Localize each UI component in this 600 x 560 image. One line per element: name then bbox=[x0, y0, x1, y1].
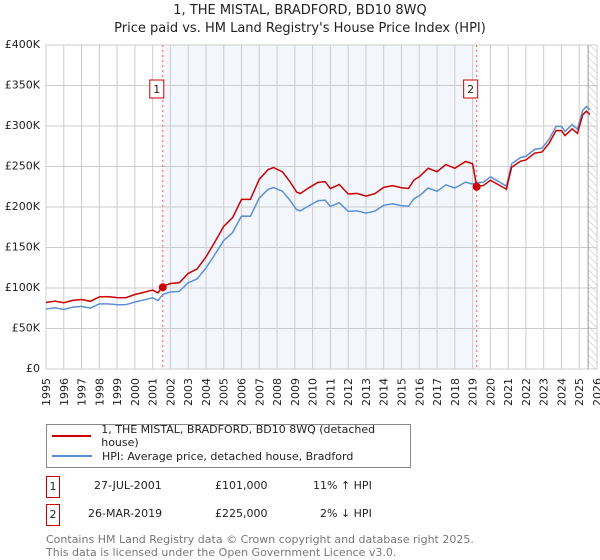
sale-point bbox=[158, 283, 167, 292]
x-tick-label: 2016 bbox=[413, 378, 426, 406]
x-tick-label: 2024 bbox=[555, 378, 568, 406]
chart-subtitle: Price paid vs. HM Land Registry's House … bbox=[114, 21, 486, 36]
x-tick-label: 1995 bbox=[40, 378, 53, 406]
x-tick-label: 2020 bbox=[484, 378, 497, 406]
y-tick-label: £250K bbox=[5, 160, 41, 173]
x-tick-label: 2012 bbox=[342, 378, 355, 406]
legend-item-property: 1, THE MISTAL, BRADFORD, BD10 8WQ (detac… bbox=[52, 423, 410, 449]
y-tick-label: £400K bbox=[5, 38, 41, 51]
sale-price: £101,000 bbox=[215, 479, 268, 492]
x-tick-label: 2007 bbox=[253, 378, 266, 406]
plot-area: 1995 1996 1997 1998 1999 2000 2001 2002 2003 2004… bbox=[5, 38, 600, 406]
y-tick-label: £50K bbox=[12, 322, 41, 335]
sale-date: 27-JUL-2001 bbox=[94, 479, 162, 492]
x-tick-label: 2011 bbox=[324, 378, 337, 406]
y-tick-label: £0 bbox=[26, 362, 40, 375]
footer-licence: This data is licensed under the Open Gov… bbox=[46, 546, 397, 559]
x-tick-label: 2008 bbox=[271, 378, 284, 406]
x-tick-label: 1999 bbox=[111, 378, 124, 406]
x-tick-label: 2023 bbox=[538, 378, 551, 406]
y-tick-label: £200K bbox=[5, 200, 41, 213]
x-tick-label: 2000 bbox=[129, 378, 142, 406]
x-tick-label: 2022 bbox=[520, 378, 533, 406]
x-tick-label: 2015 bbox=[395, 378, 408, 406]
sale-point bbox=[472, 182, 481, 191]
sale-price: £225,000 bbox=[215, 507, 268, 520]
sale-label: 2 bbox=[467, 83, 474, 96]
hpi-line bbox=[45, 105, 591, 311]
x-tick-label: 2014 bbox=[378, 378, 391, 406]
sale-label-box bbox=[463, 79, 479, 99]
legend-swatch-blue bbox=[52, 455, 92, 457]
x-tick-label: 2026 bbox=[591, 378, 600, 406]
x-tick-label: 1998 bbox=[93, 378, 106, 406]
legend-label: 1, THE MISTAL, BRADFORD, BD10 8WQ (detac… bbox=[101, 423, 376, 449]
price-paid-line bbox=[45, 110, 591, 304]
legend: 1, THE MISTAL, BRADFORD, BD10 8WQ (detac… bbox=[46, 423, 411, 468]
y-tick-label: £300K bbox=[5, 119, 41, 132]
footer: Contains HM Land Registry data © Crown c… bbox=[46, 533, 474, 559]
x-tick-label: 2017 bbox=[431, 378, 444, 406]
x-tick-label: 1996 bbox=[58, 378, 71, 406]
x-tick-label: 2018 bbox=[449, 378, 462, 406]
sale-marker-badge: 2 bbox=[46, 504, 60, 526]
x-tick-label: 2025 bbox=[573, 378, 586, 406]
x-tick-label: 2013 bbox=[360, 378, 373, 406]
legend-swatch-red bbox=[52, 435, 92, 437]
y-tick-label: £350K bbox=[5, 79, 41, 92]
sale-label: 1 bbox=[153, 83, 160, 96]
x-tick-label: 2006 bbox=[236, 378, 249, 406]
sale-label-box bbox=[149, 79, 165, 99]
x-tick-label: 2009 bbox=[289, 378, 302, 406]
sale-hpi-note: 11% ↑ HPI bbox=[313, 479, 372, 492]
x-tick-label: 2021 bbox=[502, 378, 515, 406]
y-tick-label: £100K bbox=[5, 281, 41, 294]
sale-marker-badge: 1 bbox=[46, 476, 60, 498]
x-tick-label: 2002 bbox=[164, 378, 177, 406]
x-tick-label: 2010 bbox=[307, 378, 320, 406]
chart-title: 1, THE MISTAL, BRADFORD, BD10 8WQ bbox=[173, 3, 427, 18]
x-tick-label: 2001 bbox=[147, 378, 160, 406]
x-tick-label: 2019 bbox=[467, 378, 480, 406]
sale-date: 26-MAR-2019 bbox=[88, 507, 163, 520]
y-tick-label: £150K bbox=[5, 241, 41, 254]
x-tick-label: 2004 bbox=[200, 378, 213, 406]
x-tick-label: 2005 bbox=[218, 378, 231, 406]
legend-label: HPI: Average price, detached house, Brad… bbox=[102, 449, 354, 463]
x-tick-label: 1997 bbox=[76, 378, 89, 406]
x-tick-label: 2003 bbox=[182, 378, 195, 406]
sale-hpi-note: 2% ↓ HPI bbox=[320, 507, 372, 520]
footer-copyright: Contains HM Land Registry data © Crown c… bbox=[46, 533, 474, 546]
legend-item-hpi: HPI: Average price, detached house, Brad… bbox=[52, 447, 353, 465]
